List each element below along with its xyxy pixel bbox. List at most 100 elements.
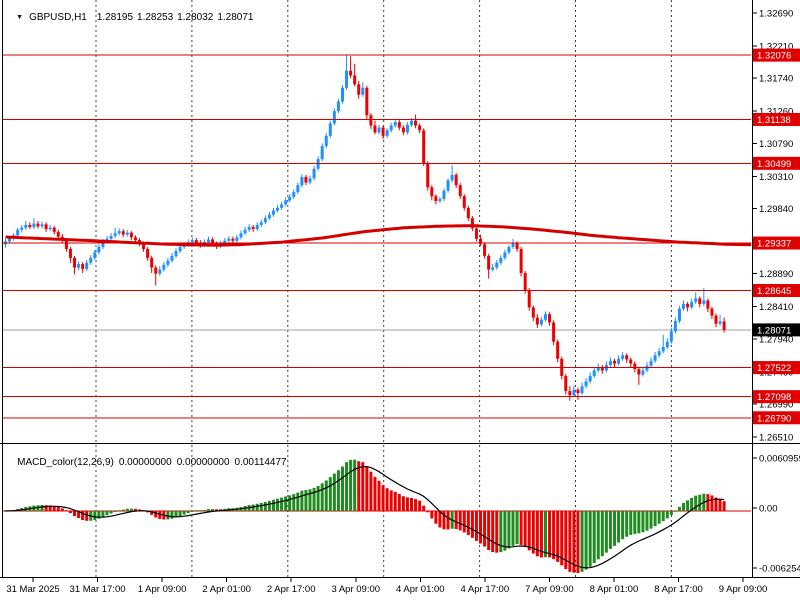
candle bbox=[28, 222, 32, 230]
macd-axis-label: -0.0062549 bbox=[759, 564, 800, 575]
macd-value-1: 0.00000000 bbox=[118, 457, 172, 468]
x-axis-time-label: 2 Apr 01:00 bbox=[202, 584, 251, 595]
macd-bar bbox=[560, 511, 564, 566]
candle bbox=[523, 270, 527, 294]
macd-bar bbox=[60, 508, 64, 511]
macd-bar bbox=[458, 511, 462, 531]
candle bbox=[564, 373, 568, 395]
x-axis-time-label: 31 Mar 17:00 bbox=[70, 584, 126, 595]
macd-bar bbox=[357, 461, 361, 511]
macd-bar bbox=[44, 505, 48, 511]
macd-bar bbox=[304, 489, 308, 511]
macd-bar bbox=[401, 496, 405, 511]
candle bbox=[548, 312, 552, 326]
macd-bar bbox=[349, 459, 353, 511]
candle bbox=[263, 215, 267, 225]
macd-bar bbox=[608, 511, 612, 549]
macd-bar bbox=[251, 504, 255, 511]
macd-bar bbox=[539, 511, 543, 558]
candle bbox=[389, 122, 393, 133]
macd-bar bbox=[466, 511, 470, 535]
macd-bar bbox=[154, 511, 158, 518]
candle bbox=[698, 296, 702, 308]
macd-bar bbox=[649, 511, 653, 529]
macd-bar bbox=[296, 492, 300, 511]
macd-bar bbox=[385, 488, 389, 511]
price-level-badge: 1.27098 bbox=[753, 390, 800, 404]
macd-bar bbox=[690, 497, 694, 511]
macd-bar bbox=[129, 508, 133, 511]
svg-text:1.27098: 1.27098 bbox=[757, 392, 791, 403]
y-axis-tick-label: 1.28890 bbox=[759, 269, 793, 280]
candle bbox=[154, 265, 158, 286]
macd-bar bbox=[263, 502, 267, 511]
macd-bar bbox=[491, 511, 495, 553]
macd-bar bbox=[474, 511, 478, 541]
candle bbox=[450, 165, 454, 183]
macd-bar bbox=[665, 511, 669, 519]
candle bbox=[125, 229, 129, 237]
candle bbox=[483, 242, 487, 259]
macd-bar bbox=[93, 511, 97, 521]
candle bbox=[665, 338, 669, 350]
y-axis-tick-label: 1.31260 bbox=[759, 107, 793, 118]
candle bbox=[470, 216, 474, 232]
candle bbox=[52, 225, 56, 235]
pane-borders bbox=[0, 0, 800, 578]
macd-bar bbox=[462, 511, 466, 533]
candle bbox=[430, 185, 434, 201]
macd-bar bbox=[543, 511, 547, 558]
macd-axis-label: 0.00 bbox=[759, 504, 778, 515]
candle bbox=[284, 197, 288, 207]
macd-bar bbox=[174, 511, 178, 518]
macd-bar bbox=[369, 471, 373, 511]
macd-bar bbox=[328, 477, 332, 511]
macd-bar bbox=[365, 466, 369, 511]
candle bbox=[718, 314, 722, 326]
macd-bar bbox=[438, 511, 442, 528]
macd-indicator-label: MACD_color(12,26,9) bbox=[17, 457, 114, 468]
macd-bar bbox=[556, 511, 560, 562]
x-axis: 31 Mar 2025 31 Mar 17:00 1 Apr 09:00 2 Apr … bbox=[6, 578, 767, 595]
x-axis-time-label: 3 Apr 09:00 bbox=[331, 584, 380, 595]
candle bbox=[438, 196, 442, 204]
macd-bar bbox=[113, 511, 117, 512]
candle bbox=[503, 249, 507, 260]
macd-bar bbox=[572, 511, 576, 573]
macd-bar bbox=[105, 511, 109, 516]
svg-text:1.32076: 1.32076 bbox=[757, 51, 791, 62]
symbol-dropdown-icon[interactable]: ▼ bbox=[16, 14, 24, 21]
macd-bar bbox=[633, 511, 637, 534]
macd-bar bbox=[215, 509, 219, 511]
symbol-period-label: GBPUSD,H1 bbox=[29, 12, 87, 23]
macd-bar bbox=[645, 511, 649, 531]
macd-bar bbox=[340, 466, 344, 511]
candle bbox=[300, 174, 304, 188]
candle bbox=[653, 351, 657, 363]
candle bbox=[686, 301, 690, 312]
price-level-badge: 1.32076 bbox=[753, 48, 800, 62]
candle bbox=[673, 317, 677, 334]
macd-bar bbox=[637, 511, 641, 534]
candle bbox=[434, 194, 438, 205]
macd-bar bbox=[81, 511, 85, 521]
price-level-badge: 1.28645 bbox=[753, 284, 800, 298]
x-axis-time-label: 4 Apr 01:00 bbox=[396, 584, 445, 595]
candle bbox=[320, 143, 324, 162]
macd-bar bbox=[625, 511, 629, 537]
x-axis-time-label: 2 Apr 17:00 bbox=[267, 584, 316, 595]
candle bbox=[552, 320, 556, 346]
candle bbox=[694, 292, 698, 304]
price-level-badge: 1.26790 bbox=[753, 411, 800, 425]
macd-bar bbox=[190, 511, 194, 512]
candle bbox=[231, 236, 235, 244]
macd-bar bbox=[194, 510, 198, 511]
candle bbox=[556, 339, 560, 363]
candle bbox=[580, 382, 584, 396]
macd-bar bbox=[198, 510, 202, 511]
macd-bar bbox=[207, 509, 210, 511]
candle bbox=[466, 205, 470, 221]
candle bbox=[328, 120, 332, 138]
x-axis-time-label: 8 Apr 01:00 bbox=[590, 584, 639, 595]
